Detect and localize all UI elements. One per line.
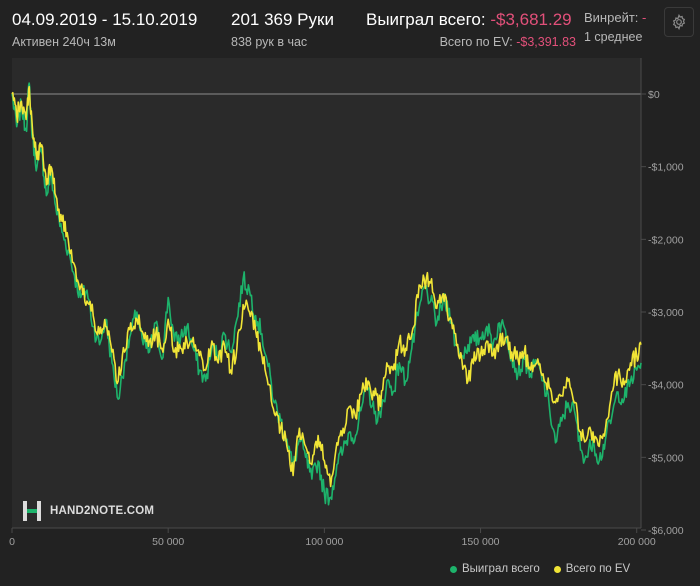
ev-total-value: -$3,391.83 xyxy=(516,35,576,49)
winnings-block: Выиграл всего: -$3,681.29 Всего по EV: -… xyxy=(366,10,576,49)
logo-text: HAND2NOTE.COM xyxy=(50,505,155,517)
y-tick-label: -$4,000 xyxy=(648,380,684,392)
hand2note-logo: HAND2NOTE.COM xyxy=(22,500,154,522)
chart: $0 -$1,000 -$2,000 -$3,000 -$4,000 -$5,000 -$6… xyxy=(9,58,684,548)
y-tick-label: -$5,000 xyxy=(648,452,684,464)
plot-area xyxy=(12,58,641,528)
x-tick-label: 100 000 xyxy=(305,536,343,548)
hands-count: 201 369 Руки xyxy=(231,10,334,29)
winrate-value: - xyxy=(642,10,647,25)
legend-dot-ev xyxy=(553,565,561,573)
series-line-won xyxy=(11,82,642,506)
y-tick-label: -$2,000 xyxy=(648,234,684,246)
y-tick-label: -$3,000 xyxy=(648,307,684,319)
winrate-block: Винрейт: - 1 среднее xyxy=(584,10,646,44)
legend: Выиграл всего Всего по EV xyxy=(450,563,630,575)
y-tick-label: $0 xyxy=(648,89,660,101)
legend-dot-won xyxy=(450,565,457,573)
gear-icon xyxy=(672,14,686,30)
settings-button[interactable] xyxy=(664,7,694,37)
won-total-label: Выиграл всего: xyxy=(366,10,486,29)
legend-item-won[interactable]: Выиграл всего xyxy=(450,563,540,575)
h2n-logo-icon xyxy=(23,501,41,521)
won-total-value: -$3,681.29 xyxy=(490,10,572,29)
legend-item-ev[interactable]: Всего по EV xyxy=(553,563,631,575)
y-tick-label: -$1,000 xyxy=(648,162,684,174)
series-line-ev xyxy=(11,85,642,488)
x-tick-label: 200 000 xyxy=(618,536,656,548)
legend-label-won: Выиграл всего xyxy=(462,563,540,575)
x-tick-label: 50 000 xyxy=(152,536,184,548)
date-range-block: 04.09.2019 - 15.10.2019 Активен 240ч 13м xyxy=(12,10,197,49)
x-tick-label: 0 xyxy=(9,536,15,548)
legend-label-ev: Всего по EV xyxy=(565,563,631,575)
hands-per-hour: 838 рук в час xyxy=(231,35,308,49)
hands-block: 201 369 Руки 838 рук в час xyxy=(231,10,334,49)
winrate-note: 1 среднее xyxy=(584,30,643,44)
y-tick-label: -$6,000 xyxy=(648,525,684,537)
date-range: 04.09.2019 - 15.10.2019 xyxy=(12,10,198,29)
x-tick-label: 150 000 xyxy=(462,536,500,548)
active-time: Активен 240ч 13м xyxy=(12,35,116,49)
ev-total-label: Всего по EV: xyxy=(439,35,513,49)
winrate-label: Винрейт: xyxy=(584,10,639,25)
